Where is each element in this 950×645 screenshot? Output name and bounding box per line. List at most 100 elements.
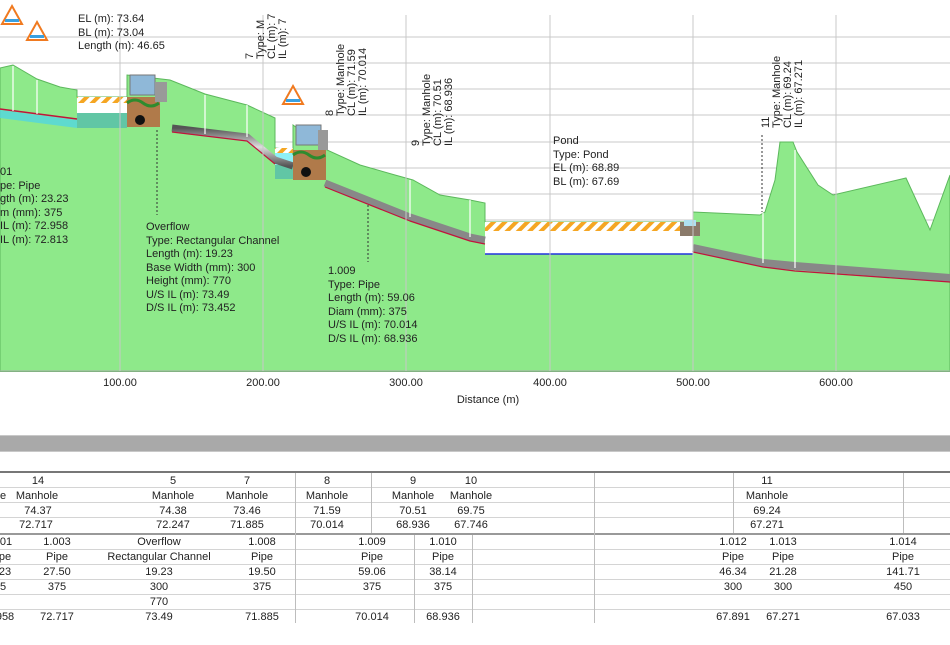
node-cover-level: 74.38 xyxy=(159,505,187,517)
label-line: IL (m): 67.271 xyxy=(793,59,805,128)
link-length: 19.23 xyxy=(145,566,173,578)
x-tick-label: 500.00 xyxy=(676,377,710,389)
storage-hatch xyxy=(77,97,127,103)
link-us-invert: 71.885 xyxy=(245,611,279,623)
control-structure-5 xyxy=(126,74,167,127)
x-tick-label: 100.00 xyxy=(103,377,137,389)
x-tick-label: 400.00 xyxy=(533,377,567,389)
link-type: Pipe xyxy=(891,551,915,563)
horizontal-scrollbar[interactable] xyxy=(0,435,950,452)
label-line: IL (m): 72.958 xyxy=(0,220,69,232)
node-type: e xyxy=(0,490,7,502)
long-section-plot[interactable]: EL (m): 73.64 BL (m): 73.04 Length (m): … xyxy=(0,0,950,373)
node-cover-level: 73.46 xyxy=(233,505,261,517)
label-line: Height (mm): 770 xyxy=(146,275,231,287)
label-line: Base Width (mm): 300 xyxy=(146,261,256,274)
link-diameter: 375 xyxy=(47,581,67,593)
label-line: BL (m): 67.69 xyxy=(553,175,620,188)
node-type: Manhole xyxy=(449,490,493,502)
label-line: BL (m): 73.04 xyxy=(78,26,145,39)
node-8-label: 8 Type: Manhole CL (m): 71.59 IL (m): 70… xyxy=(324,35,369,116)
node-invert-level: 70.014 xyxy=(310,519,344,531)
link-length: 141.71 xyxy=(886,566,920,578)
link-name: 1.009 xyxy=(358,536,386,548)
label-line: Type: Pipe xyxy=(328,278,380,291)
link-name: 1.010 xyxy=(429,536,457,548)
label-line: U/S IL (m): 70.014 xyxy=(328,319,418,331)
link-type: Pipe xyxy=(721,551,745,563)
x-axis-label: Distance (m) xyxy=(456,394,520,406)
link-us-invert: 70.014 xyxy=(355,611,389,623)
overflow-label: Overflow Type: Rectangular Channel Lengt… xyxy=(146,221,279,316)
ground-surface xyxy=(0,64,950,373)
link-name: 1.003 xyxy=(43,536,71,548)
link-diameter: 375 xyxy=(433,581,453,593)
node-type: Manhole xyxy=(745,490,789,502)
node-name: 11 xyxy=(761,475,773,487)
x-tick-label: 600.00 xyxy=(819,377,853,389)
label-line: Length (m): 46.65 xyxy=(78,40,165,52)
link-us-invert: 958 xyxy=(0,611,15,623)
node-invert-level: 72.717 xyxy=(19,519,53,531)
node-cover-level: 69.75 xyxy=(457,505,485,517)
link-type: Rectangular Channel xyxy=(107,551,211,563)
node-invert-level: 71.885 xyxy=(230,519,264,531)
node-11-label: 11 Type: Manhole CL (m): 69.24 IL (m): 6… xyxy=(760,45,805,128)
label-line: Pond xyxy=(553,135,579,147)
label-line: Type: Pond xyxy=(553,148,609,161)
label-line: IL (m): 68.936 xyxy=(443,77,455,146)
link-diameter: 300 xyxy=(149,581,169,593)
label-line: Overflow xyxy=(146,221,190,233)
link-us-invert: 67.891 xyxy=(716,611,750,623)
link-length: 59.06 xyxy=(358,566,386,578)
pond-hatch xyxy=(485,222,693,231)
x-tick-label: 300.00 xyxy=(389,377,423,389)
profile-canvas xyxy=(0,3,950,373)
link-diameter: 300 xyxy=(773,581,793,593)
section-data-table: 14 5 7 8 9 10 11 e Manhole Manhole Manho… xyxy=(0,471,950,625)
link-length: 46.34 xyxy=(719,566,747,578)
label-line: D/S IL (m): 68.936 xyxy=(328,332,418,345)
node-type: Manhole xyxy=(151,490,195,502)
link-diameter: 5 xyxy=(0,581,7,593)
label-line: EL (m): 68.89 xyxy=(553,162,620,174)
link-length: 38.14 xyxy=(429,566,457,578)
link-us-invert: 73.49 xyxy=(145,611,173,623)
node-name: 10 xyxy=(464,475,478,487)
label-line: m (mm): 375 xyxy=(0,206,63,219)
label-line: U/S IL (m): 73.49 xyxy=(146,288,230,301)
control-structure-7 xyxy=(292,124,328,180)
link-diameter: 300 xyxy=(723,581,743,593)
node-cover-level: 71.59 xyxy=(313,505,341,517)
pipes xyxy=(0,108,950,283)
node-cover-level: 69.24 xyxy=(753,505,781,517)
label-line: 1.009 xyxy=(328,265,356,277)
pipe-1009-label: 1.009 Type: Pipe Length (m): 59.06 Diam … xyxy=(328,265,417,346)
link-name: 1.013 xyxy=(769,536,797,548)
storage-label: EL (m): 73.64 BL (m): 73.04 Length (m): … xyxy=(78,13,165,54)
x-tick-label: 200.00 xyxy=(246,377,280,389)
label-line: pe: Pipe xyxy=(0,179,41,192)
node-name: 8 xyxy=(323,475,331,487)
label-line: Type: Rectangular Channel xyxy=(146,234,280,247)
link-us-invert: 67.033 xyxy=(886,611,920,623)
link-type: Pipe xyxy=(250,551,274,563)
node-cover-level: 74.37 xyxy=(24,505,52,517)
node-name: 14 xyxy=(31,475,45,487)
link-diameter: 375 xyxy=(362,581,382,593)
node-7-label: 7 Type: M CL (m): 7 IL (m): 7 xyxy=(244,14,289,59)
node-type: Manhole xyxy=(391,490,435,502)
node-name: 5 xyxy=(169,475,177,487)
link-type: Pipe xyxy=(360,551,384,563)
node-name: 9 xyxy=(409,475,417,487)
link-name: 1.012 xyxy=(719,536,747,548)
link-diameter: 450 xyxy=(893,581,913,593)
node-type: Manhole xyxy=(15,490,59,502)
node-type: Manhole xyxy=(305,490,349,502)
label-line: 01 xyxy=(0,166,13,178)
link-us-invert: 67.271 xyxy=(766,611,800,623)
label-line: Length (m): 59.06 xyxy=(328,292,415,304)
storage-water xyxy=(77,113,127,128)
node-type: Manhole xyxy=(225,490,269,502)
link-us-invert: 72.717 xyxy=(40,611,74,623)
